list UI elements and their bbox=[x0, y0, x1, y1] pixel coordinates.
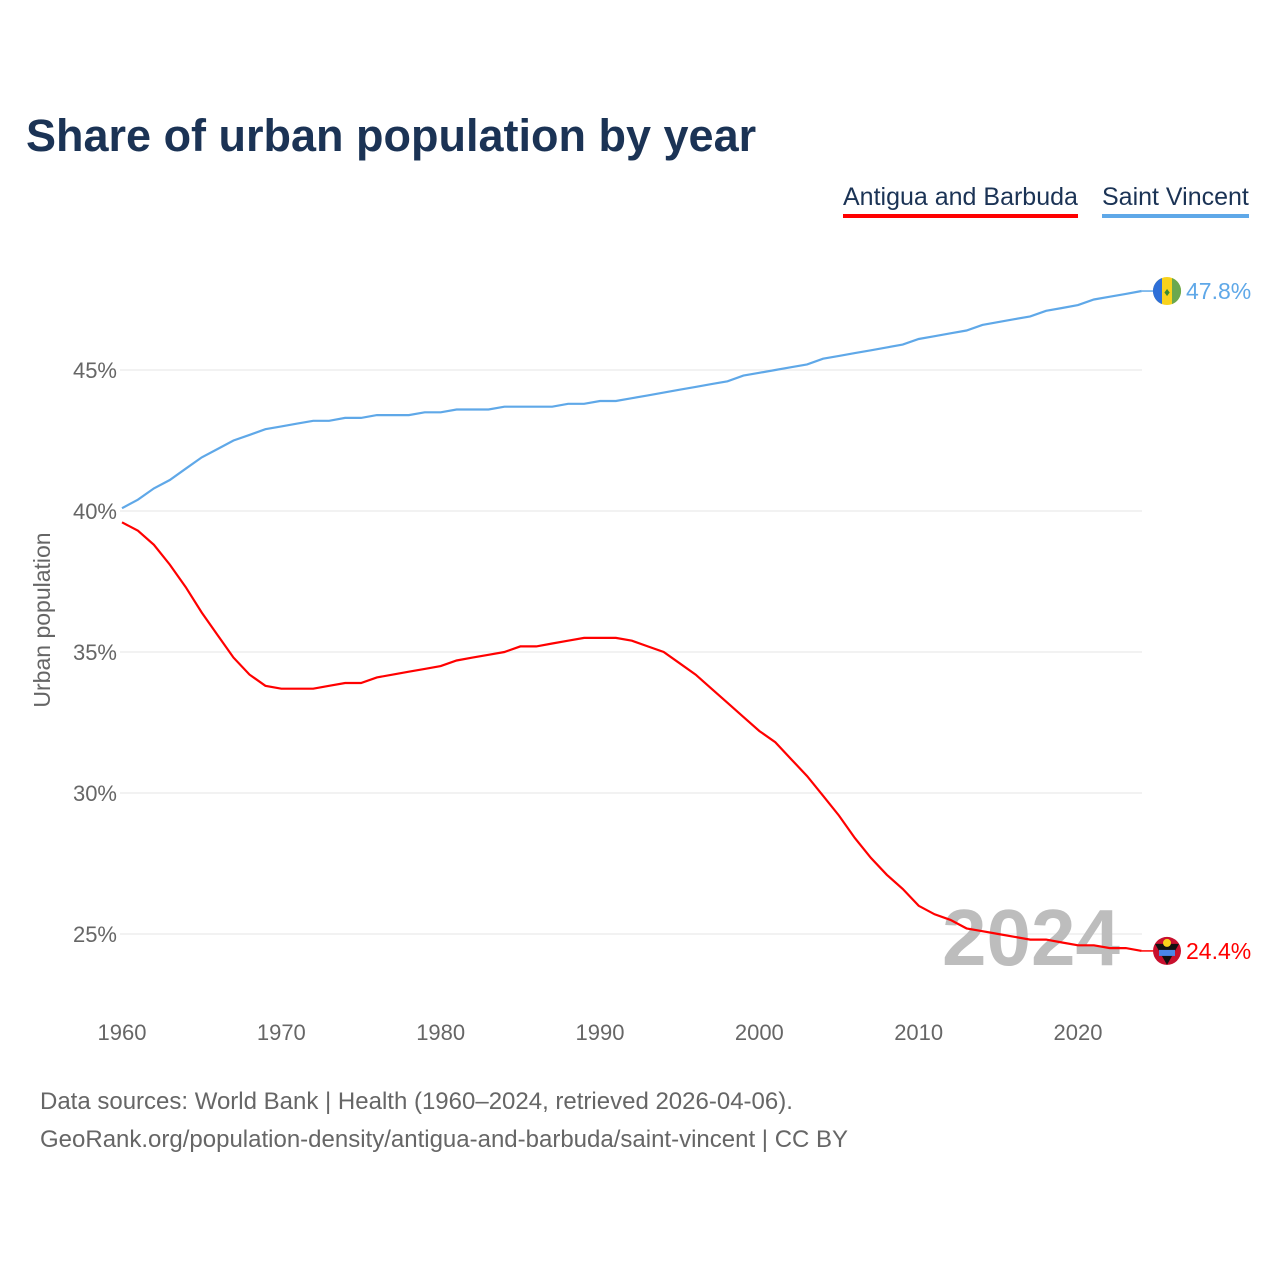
credit-link[interactable]: GeoRank.org/population-density/antigua-a… bbox=[40, 1126, 849, 1153]
x-tick-label: 2000 bbox=[735, 1020, 784, 1045]
svg-text:♦: ♦ bbox=[1164, 285, 1170, 299]
legend-saint-vincent[interactable]: Saint Vincent bbox=[1102, 183, 1249, 218]
y-tick-label: 25% bbox=[73, 922, 117, 947]
series-line-saint-vincent[interactable] bbox=[121, 289, 1142, 510]
end-value-label: 24.4% bbox=[1186, 938, 1251, 964]
series-line-antigua-and-barbuda[interactable] bbox=[121, 521, 1142, 952]
legend-antigua-and-barbuda[interactable]: Antigua and Barbuda bbox=[843, 183, 1078, 218]
x-tick-label: 2010 bbox=[894, 1020, 943, 1045]
x-tick-label: 1960 bbox=[98, 1020, 147, 1045]
antigua-and-barbuda-flag-icon bbox=[1153, 936, 1181, 965]
x-tick-label: 1990 bbox=[576, 1020, 625, 1045]
data-source-note: Data sources: World Bank | Health (1960–… bbox=[40, 1088, 793, 1115]
saint-vincent-flag-icon: ♦ bbox=[1152, 277, 1182, 306]
end-value-label: 47.8% bbox=[1186, 278, 1251, 304]
y-axis-label: Urban population bbox=[29, 532, 55, 707]
y-tick-label: 35% bbox=[73, 640, 117, 665]
chart-title: Share of urban population by year bbox=[26, 110, 757, 161]
y-tick-label: 45% bbox=[73, 358, 117, 383]
x-tick-label: 1980 bbox=[416, 1020, 465, 1045]
y-tick-label: 40% bbox=[73, 499, 117, 524]
x-tick-label: 2020 bbox=[1054, 1020, 1103, 1045]
year-watermark: 2024 bbox=[942, 893, 1120, 982]
x-tick-label: 1970 bbox=[257, 1020, 306, 1045]
y-tick-label: 30% bbox=[73, 781, 117, 806]
